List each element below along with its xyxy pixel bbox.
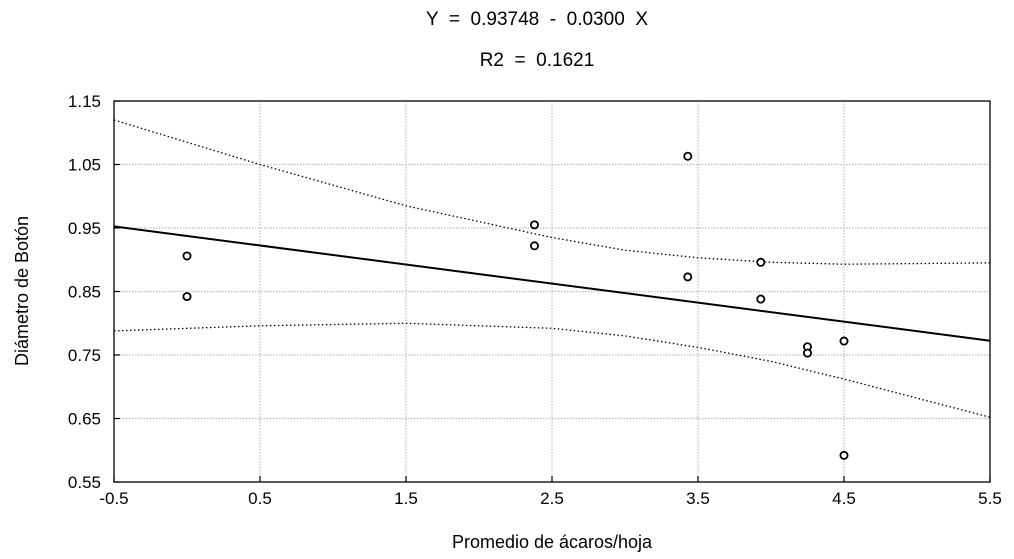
data-point (756, 294, 766, 304)
y-tick-label: 0.55 (68, 473, 101, 492)
y-tick-label: 1.15 (68, 92, 101, 111)
y-axis-ticks: 1.15 1.05 0.95 0.85 0.75 0.65 0.55 (68, 92, 120, 492)
data-point (683, 151, 693, 161)
regression-line-group (113, 225, 991, 342)
y-axis-label: Diámetro de Botón (12, 216, 32, 366)
lower-confidence-band (113, 322, 991, 418)
x-axis-label: Promedio de ácaros/hoja (452, 532, 653, 552)
x-tick-label: 3.5 (686, 489, 710, 508)
data-point (839, 336, 849, 346)
data-point (182, 251, 192, 261)
x-tick-label: 1.5 (394, 489, 418, 508)
x-tick-label: -0.5 (99, 489, 128, 508)
x-tick-label: 5.5 (978, 489, 1002, 508)
r2-line: R2 = 0.1621 (480, 50, 595, 71)
y-tick-label: 0.75 (68, 346, 101, 365)
y-tick-label: 0.95 (68, 219, 101, 238)
x-axis-ticks: -0.5 0.5 1.5 2.5 3.5 4.5 5.5 (99, 476, 1002, 508)
data-point (529, 241, 539, 251)
y-tick-label: 1.05 (68, 156, 101, 175)
data-point (756, 257, 766, 267)
data-point (182, 292, 192, 302)
grid-lines (114, 101, 990, 482)
x-tick-label: 4.5 (832, 489, 856, 508)
x-tick-label: 0.5 (248, 489, 272, 508)
data-point (683, 272, 693, 282)
y-tick-label: 0.85 (68, 283, 101, 302)
data-points (182, 151, 849, 460)
x-tick-label: 2.5 (540, 489, 564, 508)
data-point (803, 348, 813, 358)
regression-line (113, 225, 991, 342)
data-point (529, 220, 539, 230)
equation-line: Y = 0.93748 - 0.0300 X (426, 9, 648, 30)
y-tick-label: 0.65 (68, 410, 101, 429)
data-point (839, 450, 849, 460)
